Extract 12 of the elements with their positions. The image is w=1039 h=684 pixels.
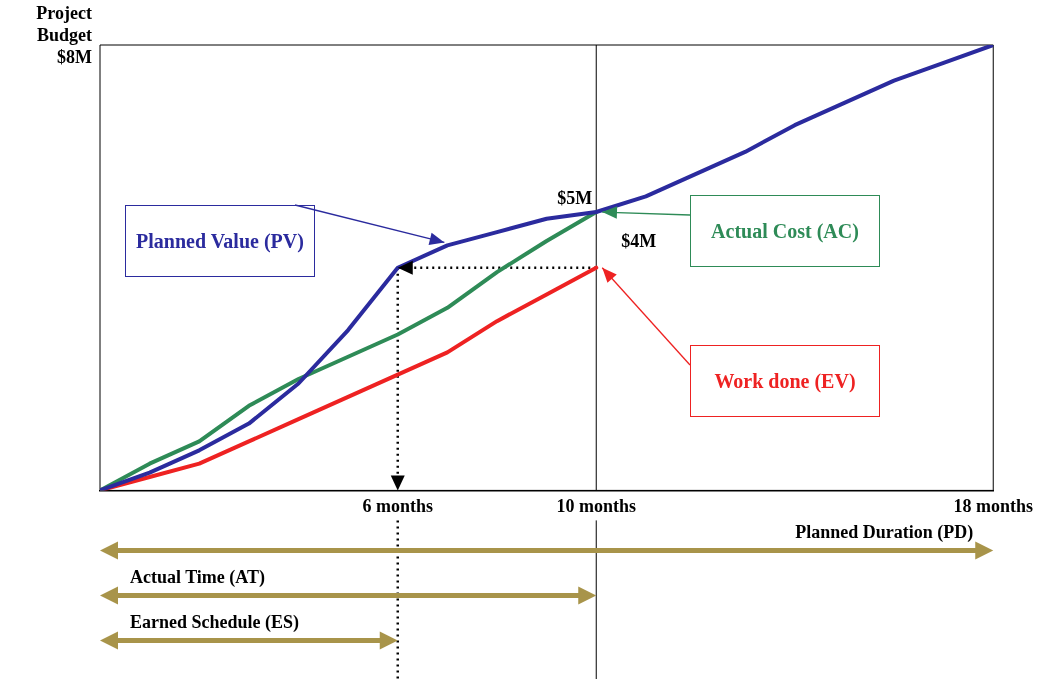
text: Work done (EV) bbox=[690, 345, 880, 417]
text: Actual Time (AT) bbox=[130, 567, 265, 589]
text: Planned Duration (PD) bbox=[795, 522, 974, 544]
text: Actual Cost (AC) bbox=[690, 195, 880, 267]
annotation: $4M bbox=[621, 231, 657, 252]
x-tick-label: 18 months bbox=[953, 495, 1033, 516]
x-tick-label: 10 months bbox=[556, 495, 636, 516]
x-tick-label: 6 months bbox=[362, 495, 434, 516]
text: Planned Value (PV) bbox=[125, 205, 315, 277]
text: Project Budget $8M bbox=[36, 2, 92, 67]
annotation: $5M bbox=[557, 187, 593, 208]
text: Earned Schedule (ES) bbox=[130, 612, 300, 634]
